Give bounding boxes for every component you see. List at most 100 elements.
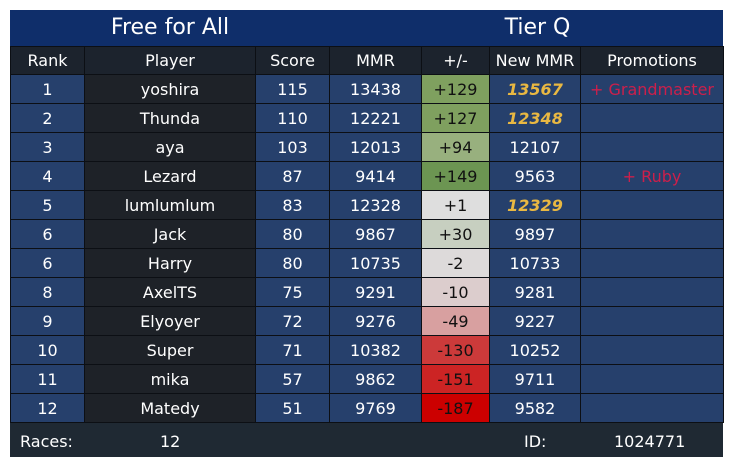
table-row: 2 Thunda 110 12221 +127 12348 [10,103,724,133]
promotion-cell [580,393,724,423]
mmr-cell: 9769 [329,393,422,423]
rank-cell: 4 [10,161,85,191]
promotion-cell [580,335,724,365]
rank-cell: 11 [10,364,85,394]
mmr-delta-cell: -187 [421,393,490,423]
mmr-delta-cell: +127 [421,103,490,133]
score-cell: 51 [255,393,330,423]
score-cell: 110 [255,103,330,133]
column-header-player: Player [84,46,256,75]
promotion-cell [580,190,724,220]
player-name-cell: mika [84,364,256,394]
new-mmr-cell: 9582 [489,393,581,423]
score-cell: 71 [255,335,330,365]
mmr-delta-cell: -2 [421,248,490,278]
mmr-delta-cell: -130 [421,335,490,365]
player-name-cell: AxelTS [84,277,256,307]
table-row: 10 Super 71 10382 -130 10252 [10,335,724,365]
score-cell: 87 [255,161,330,191]
player-name-cell: Thunda [84,103,256,133]
mmr-cell: 9862 [329,364,422,394]
player-name-cell: Lezard [84,161,256,191]
mmr-cell: 9276 [329,306,422,336]
id-label: ID: [524,432,547,451]
player-name-cell: yoshira [84,74,256,104]
table-row: 1 yoshira 115 13438 +129 13567 + Grandmaster [10,74,724,104]
table-row: 4 Lezard 87 9414 +149 9563 + Ruby [10,161,724,191]
player-name-cell: lumlumlum [84,190,256,220]
score-cell: 72 [255,306,330,336]
mmr-delta-cell: +1 [421,190,490,220]
table-row: 8 AxelTS 75 9291 -10 9281 [10,277,724,307]
new-mmr-cell: 10252 [489,335,581,365]
mmr-cell: 10735 [329,248,422,278]
player-name-cell: Matedy [84,393,256,423]
mmr-delta-cell: +30 [421,219,490,249]
score-cell: 103 [255,132,330,162]
promotion-cell [580,306,724,336]
table-row: 5 lumlumlum 83 12328 +1 12329 [10,190,724,220]
mmr-delta-cell: -151 [421,364,490,394]
player-name-cell: Elyoyer [84,306,256,336]
mmr-cell: 12221 [329,103,422,133]
results-footer: Races: 12 ID: 1024771 [10,427,723,457]
mmr-delta-cell: -10 [421,277,490,307]
promotion-cell [580,248,724,278]
table-row: 6 Jack 80 9867 +30 9897 [10,219,724,249]
mmr-delta-cell: +149 [421,161,490,191]
promotion-cell [580,103,724,133]
promotion-cell [580,132,724,162]
rank-cell: 5 [10,190,85,220]
new-mmr-cell: 10733 [489,248,581,278]
score-cell: 57 [255,364,330,394]
player-name-cell: Super [84,335,256,365]
mmr-cell: 13438 [329,74,422,104]
column-header-score: Score [255,46,330,75]
format-title: Free for All [110,15,230,40]
column-header-rank: Rank [10,46,85,75]
rank-cell: 8 [10,277,85,307]
column-header-promotions: Promotions [580,46,724,75]
rank-cell: 6 [10,248,85,278]
results-header: Free for All Tier Q [10,10,723,46]
player-name-cell: Harry [84,248,256,278]
mmr-cell: 9291 [329,277,422,307]
rank-cell: 1 [10,74,85,104]
score-cell: 75 [255,277,330,307]
results-card: Free for All Tier Q Rank Player Score MM… [10,10,724,457]
table-header-row: Rank Player Score MMR +/- New MMR Promot… [10,46,724,75]
promotion-cell [580,219,724,249]
races-label: Races: [20,432,73,451]
rank-cell: 9 [10,306,85,336]
promotion-cell: + Ruby [580,161,724,191]
rank-cell: 10 [10,335,85,365]
score-cell: 83 [255,190,330,220]
mmr-cell: 10382 [329,335,422,365]
tier-title: Tier Q [504,15,571,40]
table-row: 12 Matedy 51 9769 -187 9582 [10,393,724,423]
score-cell: 80 [255,248,330,278]
score-cell: 80 [255,219,330,249]
promotion-cell: + Grandmaster [580,74,724,104]
rank-cell: 12 [10,393,85,423]
player-name-cell: aya [84,132,256,162]
mmr-cell: 9414 [329,161,422,191]
column-header-delta: +/- [421,46,490,75]
mmr-delta-cell: -49 [421,306,490,336]
new-mmr-cell: 9563 [489,161,581,191]
races-value: 12 [160,432,181,451]
rank-cell: 2 [10,103,85,133]
table-row: 6 Harry 80 10735 -2 10733 [10,248,724,278]
mmr-cell: 12328 [329,190,422,220]
new-mmr-cell: 9897 [489,219,581,249]
new-mmr-cell: 13567 [489,74,581,104]
id-value: 1024771 [614,432,686,451]
promotion-cell [580,364,724,394]
rank-cell: 6 [10,219,85,249]
column-header-mmr: MMR [329,46,422,75]
new-mmr-cell: 9711 [489,364,581,394]
column-header-new-mmr: New MMR [489,46,581,75]
mmr-cell: 9867 [329,219,422,249]
rank-cell: 3 [10,132,85,162]
score-cell: 115 [255,74,330,104]
